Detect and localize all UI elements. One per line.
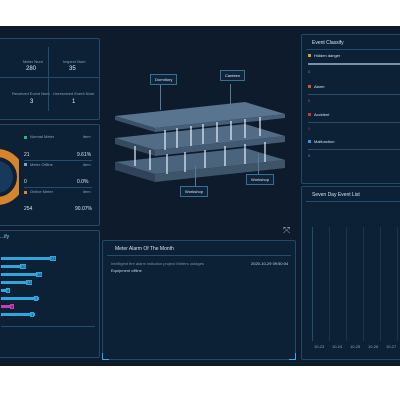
event-value-1: 0 [308, 98, 311, 103]
event-label-3: Malfunction [314, 139, 335, 144]
legend-label-1: Meter Offline [30, 162, 53, 167]
event-label-0: Hidden danger [314, 53, 341, 58]
meter-num-value: 280 [26, 66, 37, 72]
donut-panel: Normal Meter item 21 9.61% Meter Offline… [0, 124, 100, 226]
event-label-2: Accident [314, 112, 330, 117]
building-model[interactable] [105, 66, 295, 186]
legend-value-2: 254 [24, 206, 33, 212]
meter-num-label: Meter Num [23, 59, 43, 64]
unresolved-event-value: 1 [72, 99, 76, 105]
alarm-panel: Meter Alarm Of The Month Intelligent fir… [102, 240, 296, 360]
alarm-message[interactable]: Intelligent fire alarm indicator project… [111, 261, 204, 266]
legend-label-2: Online Meter [30, 189, 53, 194]
stats-panel: Meter Num 280 Inspect Num 35 Received Ev… [0, 38, 100, 120]
alarm-panel-title: Meter Alarm Of The Month [115, 246, 174, 252]
bar-value-7: 1 [30, 312, 35, 317]
bar-value-3: 13 [26, 280, 33, 285]
bar-5 [1, 297, 39, 300]
inspect-num-value: 35 [69, 66, 76, 72]
received-event-value: 3 [30, 99, 34, 105]
unresolved-event-label: Unresolved Event Num [53, 91, 95, 96]
date-1: 10-24 [332, 344, 343, 349]
label-workshop-2[interactable]: Workshop [246, 174, 274, 185]
bar-panel-title: ...ify [0, 234, 10, 240]
date-0: 10-23 [314, 344, 325, 349]
bar-value-4: 4 [6, 288, 11, 293]
bar-value-5: 7 [34, 296, 39, 301]
bar-7 [1, 313, 35, 316]
bar-value-0: 25 [50, 256, 57, 261]
donut-chart [0, 149, 19, 205]
bar-3 [1, 281, 31, 284]
legend-value-1: 0 [24, 179, 27, 185]
date-3: 10-26 [368, 344, 379, 349]
legend-unit-2: item [83, 189, 91, 194]
bar-value-1: 20 [20, 264, 27, 269]
label-dormitory[interactable]: Dormitory [150, 74, 178, 85]
seven-day-panel: Seven Day Event List 10-23 10-24 10-25 1… [301, 186, 400, 360]
dashboard: Meter Num 280 Inspect Num 35 Received Ev… [0, 26, 400, 366]
date-2: 10-25 [350, 344, 361, 349]
legend-label-0: Normal Meter [30, 134, 55, 139]
bar-1 [1, 265, 25, 268]
event-label-1: Alarm [314, 84, 325, 89]
bar-6 [1, 305, 11, 308]
legend-percent-0: 9.61% [77, 152, 92, 158]
legend-unit-1: item [83, 162, 91, 167]
seven-day-title: Seven Day Event List [312, 192, 360, 198]
legend-percent-2: 90.07% [75, 206, 92, 212]
event-classify-panel: Event Classify Hidden danger 0 Alarm 0 A… [301, 34, 400, 184]
date-4: 10-27 [386, 344, 397, 349]
bar-value-6: 5 [10, 304, 15, 309]
event-value-3: 0 [308, 153, 311, 158]
bar-value-2: 18 [36, 272, 43, 277]
legend-value-0: 21 [24, 152, 30, 158]
received-event-label: Received Event Num [12, 91, 50, 96]
event-value-2: 0 [308, 126, 311, 131]
label-canteen[interactable]: Canteen [220, 70, 246, 81]
inspect-num-label: Inspect Num [63, 59, 86, 64]
event-value-0: 0 [308, 69, 311, 74]
legend-unit-0: item [83, 134, 91, 139]
event-classify-title: Event Classify [312, 40, 344, 46]
bar-4 [1, 289, 7, 292]
bar-2 [1, 273, 41, 276]
close-icon[interactable]: ⤧ [283, 225, 291, 235]
legend-percent-1: 0.0% [77, 179, 89, 185]
bar-chart-panel: ...ify 25 20 18 13 4 7 5 1 [0, 230, 100, 358]
alarm-timestamp: 2020-10-29 09:50:04 [251, 261, 289, 266]
bar-0 [1, 257, 55, 260]
alarm-sub: Equipment offline [111, 268, 142, 273]
label-workshop-1[interactable]: Workshop [180, 186, 208, 197]
